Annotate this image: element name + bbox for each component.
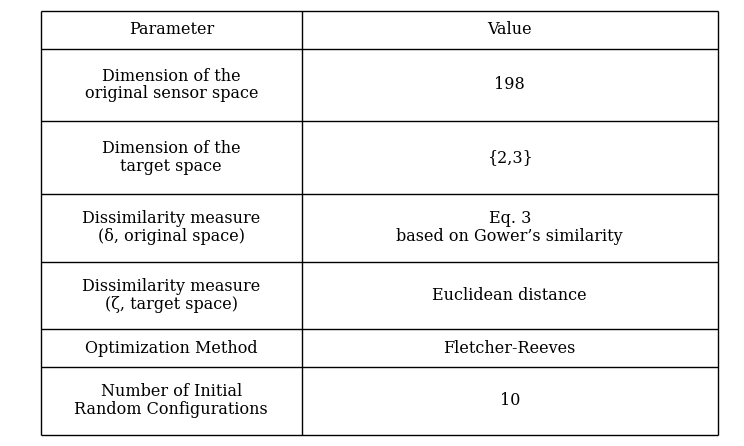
Text: based on Gower’s similarity: based on Gower’s similarity — [397, 228, 623, 245]
Text: Dimension of the: Dimension of the — [102, 67, 240, 85]
Text: original sensor space: original sensor space — [85, 85, 258, 103]
Text: (δ, original space): (δ, original space) — [97, 228, 245, 245]
Text: Dissimilarity measure: Dissimilarity measure — [82, 278, 260, 295]
Text: Fletcher-Reeves: Fletcher-Reeves — [443, 340, 576, 357]
Text: Optimization Method: Optimization Method — [85, 340, 257, 357]
Text: Dimension of the: Dimension of the — [102, 140, 240, 157]
Text: Number of Initial: Number of Initial — [100, 384, 242, 401]
Text: {2,3}: {2,3} — [487, 149, 533, 166]
Text: Parameter: Parameter — [129, 21, 214, 38]
Text: (ζ, target space): (ζ, target space) — [105, 296, 238, 313]
Text: Eq. 3: Eq. 3 — [489, 210, 531, 227]
Text: 10: 10 — [499, 392, 520, 409]
Text: Random Configurations: Random Configurations — [74, 401, 268, 418]
Text: target space: target space — [121, 158, 222, 175]
Text: Euclidean distance: Euclidean distance — [432, 287, 587, 304]
Text: Dissimilarity measure: Dissimilarity measure — [82, 210, 260, 227]
Text: 198: 198 — [495, 76, 525, 94]
Text: Value: Value — [487, 21, 532, 38]
